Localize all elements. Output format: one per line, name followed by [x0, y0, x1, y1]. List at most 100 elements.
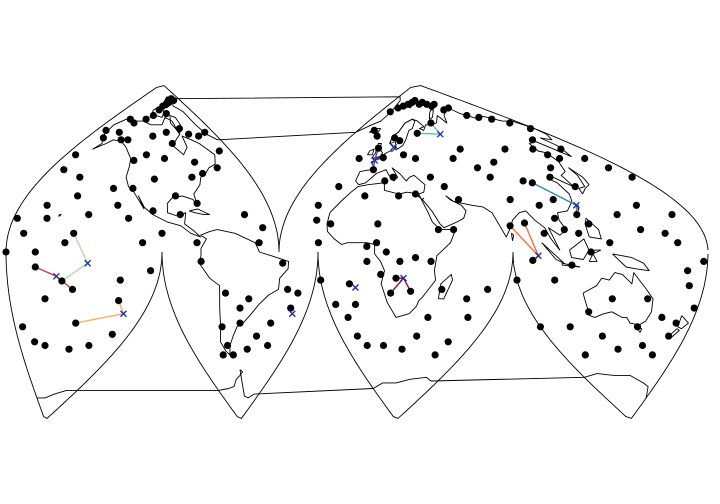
station-point — [215, 147, 223, 155]
station-point — [684, 267, 692, 275]
station-point — [614, 345, 622, 353]
station-point — [672, 319, 680, 327]
station-point — [568, 261, 576, 269]
station-point — [31, 263, 39, 271]
station-point — [463, 111, 471, 120]
station-point — [65, 345, 73, 353]
station-point — [426, 173, 434, 181]
station-point — [632, 201, 641, 209]
station-point — [456, 145, 464, 153]
station-point — [395, 192, 403, 200]
station-point — [398, 345, 406, 353]
station-point — [114, 201, 122, 209]
station-point — [374, 144, 383, 152]
station-point — [345, 280, 353, 288]
station-point — [373, 132, 381, 140]
station-point — [130, 156, 138, 164]
coast-australia — [582, 272, 654, 326]
station-point — [413, 332, 421, 340]
coast-greenland — [172, 96, 401, 141]
station-point — [158, 229, 166, 237]
cluster-center-marker — [120, 310, 127, 318]
station-point — [444, 338, 452, 346]
station-point — [344, 313, 352, 321]
station-point — [520, 219, 529, 227]
coast-cuba — [188, 208, 211, 216]
station-point — [223, 341, 232, 350]
station-point — [252, 332, 261, 340]
station-point — [440, 183, 448, 191]
station-point — [556, 154, 564, 163]
station-point — [613, 211, 621, 219]
station-point — [427, 119, 435, 127]
station-point — [243, 345, 251, 353]
coast-baffin — [169, 115, 181, 135]
station-point — [638, 341, 647, 350]
station-point — [85, 341, 93, 350]
station-point — [70, 229, 78, 237]
station-point — [506, 119, 514, 127]
station-point — [379, 154, 387, 162]
station-point — [490, 158, 498, 166]
station-point — [392, 274, 400, 282]
cluster-8-link-0 — [73, 233, 89, 264]
station-point — [267, 319, 275, 327]
station-point — [188, 173, 196, 181]
station-point — [41, 341, 49, 350]
station-point — [76, 173, 84, 181]
lobe-south-america — [161, 252, 319, 419]
station-point — [264, 341, 272, 350]
station-point — [396, 257, 404, 265]
station-point — [648, 351, 657, 359]
station-point — [255, 239, 263, 247]
station-point — [411, 254, 420, 262]
station-point — [571, 183, 579, 191]
coast-borneo — [569, 238, 590, 260]
station-point — [20, 229, 28, 237]
station-point — [377, 270, 385, 278]
cluster-center-marker — [534, 252, 542, 260]
station-point — [381, 177, 389, 185]
station-point — [185, 130, 193, 138]
station-point — [633, 323, 642, 331]
station-point — [506, 196, 514, 204]
station-point — [637, 226, 645, 234]
station-point — [327, 220, 335, 228]
station-point — [407, 287, 415, 295]
station-point — [608, 295, 616, 303]
station-point — [142, 115, 150, 123]
station-point — [201, 128, 209, 136]
station-point — [361, 192, 369, 200]
station-point — [473, 164, 482, 172]
station-point — [313, 216, 321, 224]
station-point — [551, 276, 559, 284]
station-point — [434, 226, 442, 234]
station-point — [399, 151, 408, 159]
station-point — [139, 239, 147, 247]
station-point — [373, 239, 381, 247]
station-point — [501, 145, 509, 153]
station-point — [529, 145, 537, 153]
station-point — [665, 332, 673, 340]
coast-novaya — [429, 109, 434, 120]
cluster-center-marker — [572, 201, 580, 209]
station-point — [598, 332, 607, 340]
cluster-4-link-0 — [509, 225, 539, 257]
station-point — [218, 323, 226, 331]
cluster-center-marker — [371, 156, 379, 164]
station-point — [149, 132, 157, 140]
station-point — [213, 164, 221, 172]
station-point — [162, 128, 170, 136]
station-point — [668, 211, 676, 219]
station-point — [585, 308, 593, 316]
station-point — [463, 295, 471, 303]
station-point — [30, 338, 39, 346]
station-point — [13, 214, 21, 222]
station-point — [449, 154, 457, 163]
station-point — [126, 115, 134, 123]
station-point — [386, 108, 394, 116]
station-point — [176, 211, 184, 219]
cluster-center-marker — [390, 143, 398, 151]
lobe-australia — [512, 251, 709, 419]
